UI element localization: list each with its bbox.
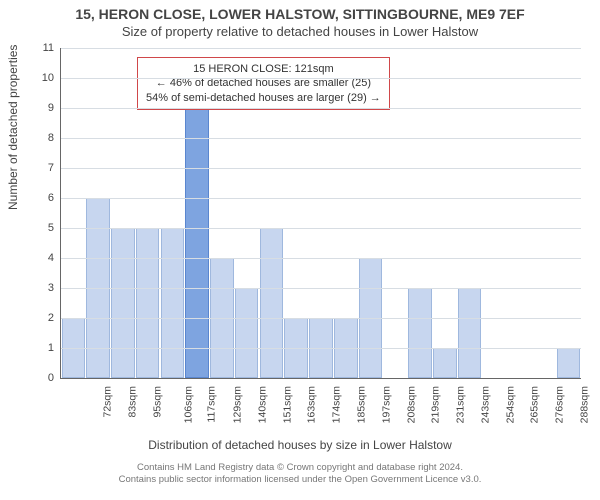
bar-highlighted: [185, 108, 209, 378]
bar: [235, 288, 259, 378]
bar: [458, 288, 482, 378]
y-tick-label: 10: [26, 72, 54, 84]
x-tick-label: 197sqm: [380, 386, 392, 423]
bar: [161, 228, 185, 378]
y-tick-label: 11: [26, 42, 54, 54]
gridline: [61, 198, 581, 199]
x-tick-label: 151sqm: [281, 386, 293, 423]
y-tick-label: 5: [26, 222, 54, 234]
callout-box: 15 HERON CLOSE: 121sqm ← 46% of detached…: [137, 57, 390, 110]
x-tick-label: 174sqm: [331, 386, 343, 423]
x-tick-label: 106sqm: [182, 386, 194, 423]
gridline: [61, 348, 581, 349]
x-tick-label: 129sqm: [232, 386, 244, 423]
x-tick-label: 140sqm: [256, 386, 268, 423]
bar: [433, 348, 457, 378]
bar: [408, 288, 432, 378]
gridline: [61, 318, 581, 319]
y-tick-label: 0: [26, 372, 54, 384]
footer-line-2: Contains public sector information licen…: [0, 474, 600, 486]
y-tick-label: 6: [26, 192, 54, 204]
x-tick-label: 83sqm: [127, 386, 139, 418]
x-tick-label: 208sqm: [405, 386, 417, 423]
gridline: [61, 138, 581, 139]
chart-subtitle: Size of property relative to detached ho…: [0, 22, 600, 39]
gridline: [61, 228, 581, 229]
x-tick-label: 231sqm: [454, 386, 466, 423]
y-tick-label: 3: [26, 282, 54, 294]
x-tick-label: 117sqm: [206, 386, 218, 423]
x-tick-label: 72sqm: [102, 386, 114, 418]
footer-line-1: Contains HM Land Registry data © Crown c…: [0, 462, 600, 474]
x-tick-label: 185sqm: [355, 386, 367, 423]
y-tick-label: 4: [26, 252, 54, 264]
callout-line-3: 54% of semi-detached houses are larger (…: [146, 91, 381, 105]
bar: [557, 348, 581, 378]
footer-text: Contains HM Land Registry data © Crown c…: [0, 462, 600, 486]
y-tick-label: 8: [26, 132, 54, 144]
bar: [136, 228, 160, 378]
x-tick-label: 276sqm: [553, 386, 565, 423]
gridline: [61, 288, 581, 289]
x-tick-label: 288sqm: [578, 386, 590, 423]
y-tick-label: 9: [26, 102, 54, 114]
plot-area: 15 HERON CLOSE: 121sqm ← 46% of detached…: [60, 48, 581, 379]
x-tick-label: 219sqm: [430, 386, 442, 423]
gridline: [61, 48, 581, 49]
callout-line-1: 15 HERON CLOSE: 121sqm: [146, 62, 381, 76]
chart-container: 15, HERON CLOSE, LOWER HALSTOW, SITTINGB…: [0, 0, 600, 500]
x-tick-label: 163sqm: [306, 386, 318, 423]
gridline: [61, 78, 581, 79]
x-tick-label: 95sqm: [151, 386, 163, 418]
x-tick-label: 265sqm: [529, 386, 541, 423]
chart-title: 15, HERON CLOSE, LOWER HALSTOW, SITTINGB…: [0, 0, 600, 22]
gridline: [61, 168, 581, 169]
y-axis-label: Number of detached properties: [6, 45, 20, 210]
y-tick-label: 1: [26, 342, 54, 354]
gridline: [61, 258, 581, 259]
y-tick-label: 2: [26, 312, 54, 324]
gridline: [61, 108, 581, 109]
x-axis-label: Distribution of detached houses by size …: [0, 438, 600, 452]
y-tick-label: 7: [26, 162, 54, 174]
x-tick-label: 254sqm: [504, 386, 516, 423]
bar: [260, 228, 284, 378]
x-tick-label: 243sqm: [479, 386, 491, 423]
bar: [111, 228, 135, 378]
